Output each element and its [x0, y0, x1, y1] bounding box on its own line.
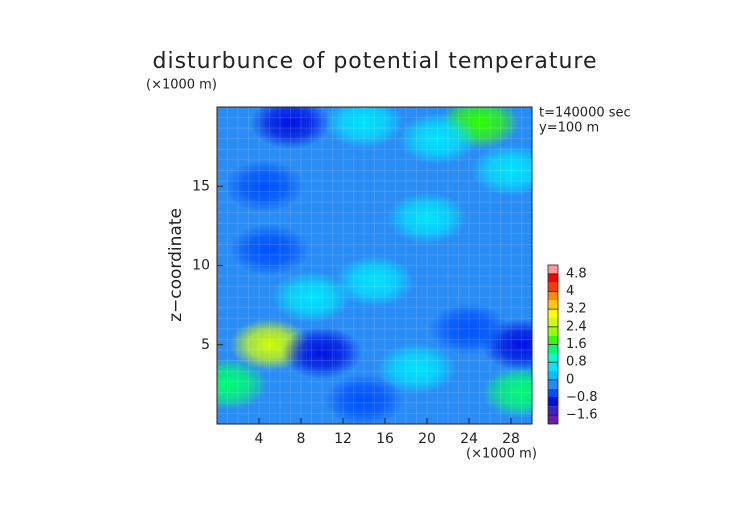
colorbar-swatch	[548, 291, 558, 301]
field-feature	[324, 107, 404, 149]
field-feature	[224, 160, 305, 213]
colorbar-swatch	[548, 344, 558, 354]
colorbar-label: −0.8	[566, 390, 598, 405]
annotation: t=140000 sec	[539, 106, 631, 121]
y-unit: (×1000 m)	[146, 78, 217, 93]
axes: 4 8 12 16 20 24 28 5 10 15 −1.6 −0.8 0 0.8 1.6 2.4 3.2 4 4…	[192, 106, 598, 447]
colorbar-label: −1.6	[566, 408, 598, 423]
colorbar-swatch	[548, 397, 558, 407]
field-feature	[334, 255, 415, 308]
colorbar-swatch	[548, 265, 558, 274]
colorbar-swatch	[548, 388, 558, 398]
colorbar-swatch	[548, 318, 558, 327]
colorbar-swatch	[548, 282, 558, 292]
colorbar-swatch	[548, 362, 558, 371]
field-feature	[429, 302, 509, 355]
colorbar-swatch	[548, 309, 558, 318]
colorbar-swatch	[548, 406, 558, 416]
field-feature	[229, 223, 310, 276]
colorbar-label: 4.8	[566, 266, 587, 281]
x-tick-label: 24	[460, 431, 478, 447]
colorbar-label: 1.6	[566, 337, 587, 352]
field-feature	[397, 112, 478, 165]
x-tick-label: 20	[418, 431, 436, 447]
x-tick-label: 8	[297, 431, 306, 447]
x-tick-label: 12	[334, 431, 352, 447]
colorbar-label: 4	[566, 284, 574, 299]
field	[217, 107, 532, 424]
field-feature	[271, 271, 352, 324]
field-feature	[324, 374, 404, 424]
colorbar-swatch	[548, 300, 558, 310]
field-feature	[217, 358, 268, 411]
colorbar-swatch	[548, 273, 558, 283]
colorbar-swatch	[548, 335, 558, 345]
field-feature	[282, 326, 362, 379]
y-tick-label: 15	[192, 178, 210, 194]
y-tick-label: 5	[201, 337, 210, 353]
chart-title: disturbunce of potential temperature	[153, 49, 598, 74]
colorbar-label: 0.8	[566, 355, 587, 370]
field-feature	[471, 144, 532, 197]
field-feature	[250, 107, 331, 149]
colorbar-swatch	[548, 371, 558, 380]
y-tick-label: 10	[192, 258, 210, 274]
annotation: y=100 m	[539, 121, 599, 136]
colorbar-swatch	[548, 353, 558, 363]
x-tick-label: 16	[376, 431, 394, 447]
colorbar-label: 2.4	[566, 319, 587, 334]
colorbar-label: 3.2	[566, 302, 587, 317]
field-feature	[387, 191, 467, 244]
y-axis-label: z−coordinate	[166, 208, 186, 322]
x-unit: (×1000 m)	[466, 447, 537, 462]
field-feature	[481, 366, 532, 419]
x-tick-label: 4	[255, 431, 264, 447]
colorbar-swatch	[548, 326, 558, 336]
x-tick-label: 28	[502, 431, 520, 447]
field-feature	[376, 342, 457, 395]
colorbar-label: 0	[566, 372, 574, 387]
colorbar-swatch	[548, 379, 558, 389]
colorbar-swatch	[548, 415, 558, 424]
